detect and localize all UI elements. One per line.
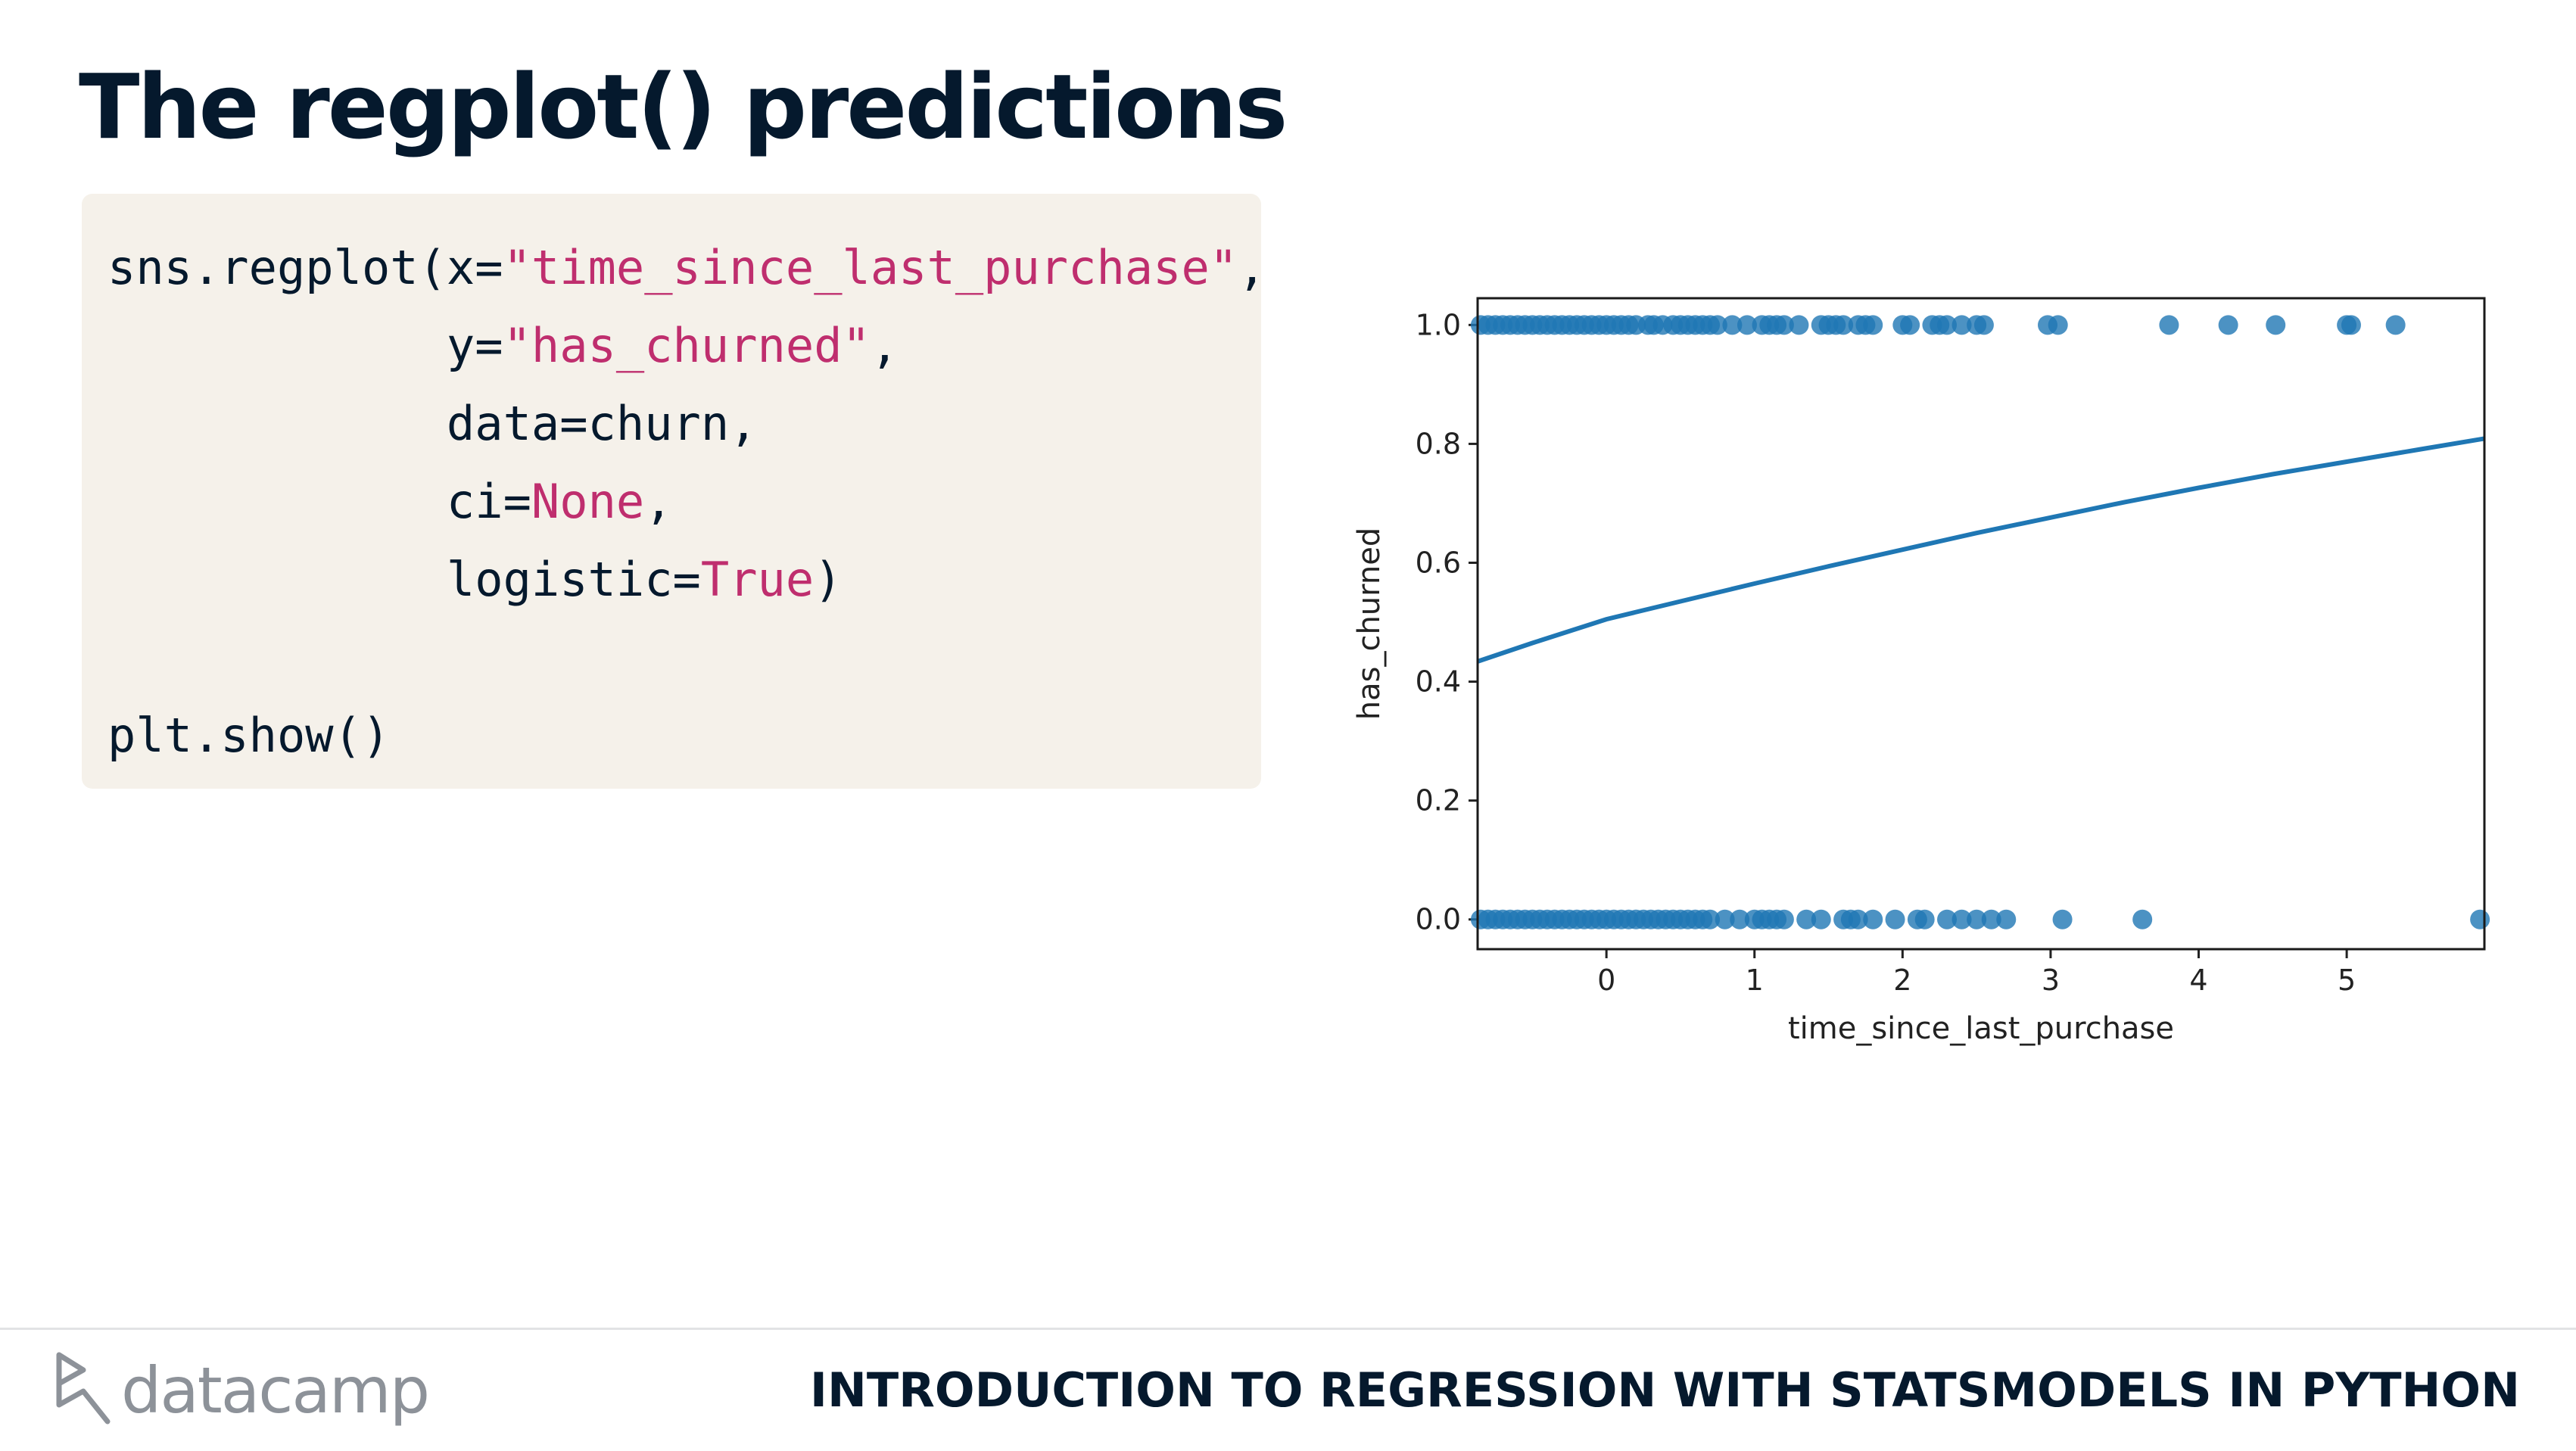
y-axis-label: has_churned: [1352, 528, 1387, 721]
x-tick-label: 1: [1746, 964, 1764, 997]
datacamp-logo-icon: [56, 1352, 111, 1425]
data-point: [1951, 315, 1972, 335]
data-point: [1937, 909, 1958, 929]
x-tick-label: 4: [2189, 964, 2207, 997]
code-line: plt.show(): [107, 708, 391, 763]
data-point: [1737, 315, 1757, 335]
data-point: [2048, 315, 2068, 335]
data-point: [1774, 909, 1794, 929]
x-tick-label: 5: [2338, 964, 2356, 997]
y-tick-label: 0.2: [1416, 784, 1461, 817]
regplot-chart: 0 1 2 3 4 5 0.0 0.2 0.4 0.6 0.8 1.0 time_since_last…: [1352, 297, 2490, 1046]
y-tick-label: 0.6: [1416, 546, 1461, 579]
data-point: [1796, 909, 1817, 929]
data-point: [1833, 315, 1854, 335]
axes-frame: [1476, 297, 2486, 951]
code-text: sns.regplot(x="time_since_last_purchase"…: [107, 229, 1266, 774]
data-point: [1981, 909, 2001, 929]
data-point: [2341, 315, 2361, 335]
data-point: [1967, 909, 1987, 929]
code-line: sns.regplot(x="time_since_last_purchase"…: [107, 240, 1266, 295]
data-point: [1722, 315, 1743, 335]
data-point: [2385, 315, 2406, 335]
data-point: [1730, 909, 1750, 929]
data-point: [1863, 315, 1883, 335]
data-point: [1951, 909, 1972, 929]
code-line: logistic=True): [107, 552, 843, 607]
logistic-curve: [1477, 436, 2485, 664]
x-axis-label: time_since_last_purchase: [1788, 1011, 2174, 1046]
data-point: [2159, 315, 2179, 335]
data-point: [2052, 909, 2073, 929]
x-tick-label: 3: [2042, 964, 2060, 997]
x-tick-label: 0: [1597, 964, 1615, 997]
y-tick-label: 0.0: [1416, 903, 1461, 936]
course-title: INTRODUCTION TO REGRESSION WITH STATSMOD…: [809, 1362, 2520, 1418]
data-point: [2266, 315, 2286, 335]
data-point: [2132, 909, 2153, 929]
data-point: [2470, 909, 2490, 929]
code-line: y="has_churned",: [107, 318, 899, 373]
page-title: The regplot() predictions: [79, 54, 1288, 159]
data-point: [1700, 909, 1721, 929]
code-line: data=churn,: [107, 396, 758, 451]
data-point: [1848, 909, 1868, 929]
data-point: [1811, 909, 1831, 929]
data-point: [2218, 315, 2238, 335]
x-tick-label: 2: [1893, 964, 1911, 997]
data-point: [1900, 315, 1920, 335]
y-tick-label: 0.8: [1416, 427, 1461, 460]
data-point: [1885, 909, 1905, 929]
logo-text: datacamp: [121, 1353, 430, 1428]
code-block: [82, 194, 1261, 789]
code-line: ci=None,: [107, 474, 673, 529]
data-point: [1973, 315, 1994, 335]
data-point: [1789, 315, 1809, 335]
data-point: [1707, 315, 1727, 335]
data-point: [1774, 315, 1794, 335]
data-point: [1937, 315, 1958, 335]
y-tick-label: 1.0: [1416, 308, 1461, 341]
footer-divider: [0, 1328, 2576, 1330]
y-tick-label: 0.4: [1416, 665, 1461, 699]
data-point: [1863, 909, 1883, 929]
data-point: [1715, 909, 1735, 929]
data-point: [1996, 909, 2017, 929]
data-point: [1914, 909, 1935, 929]
